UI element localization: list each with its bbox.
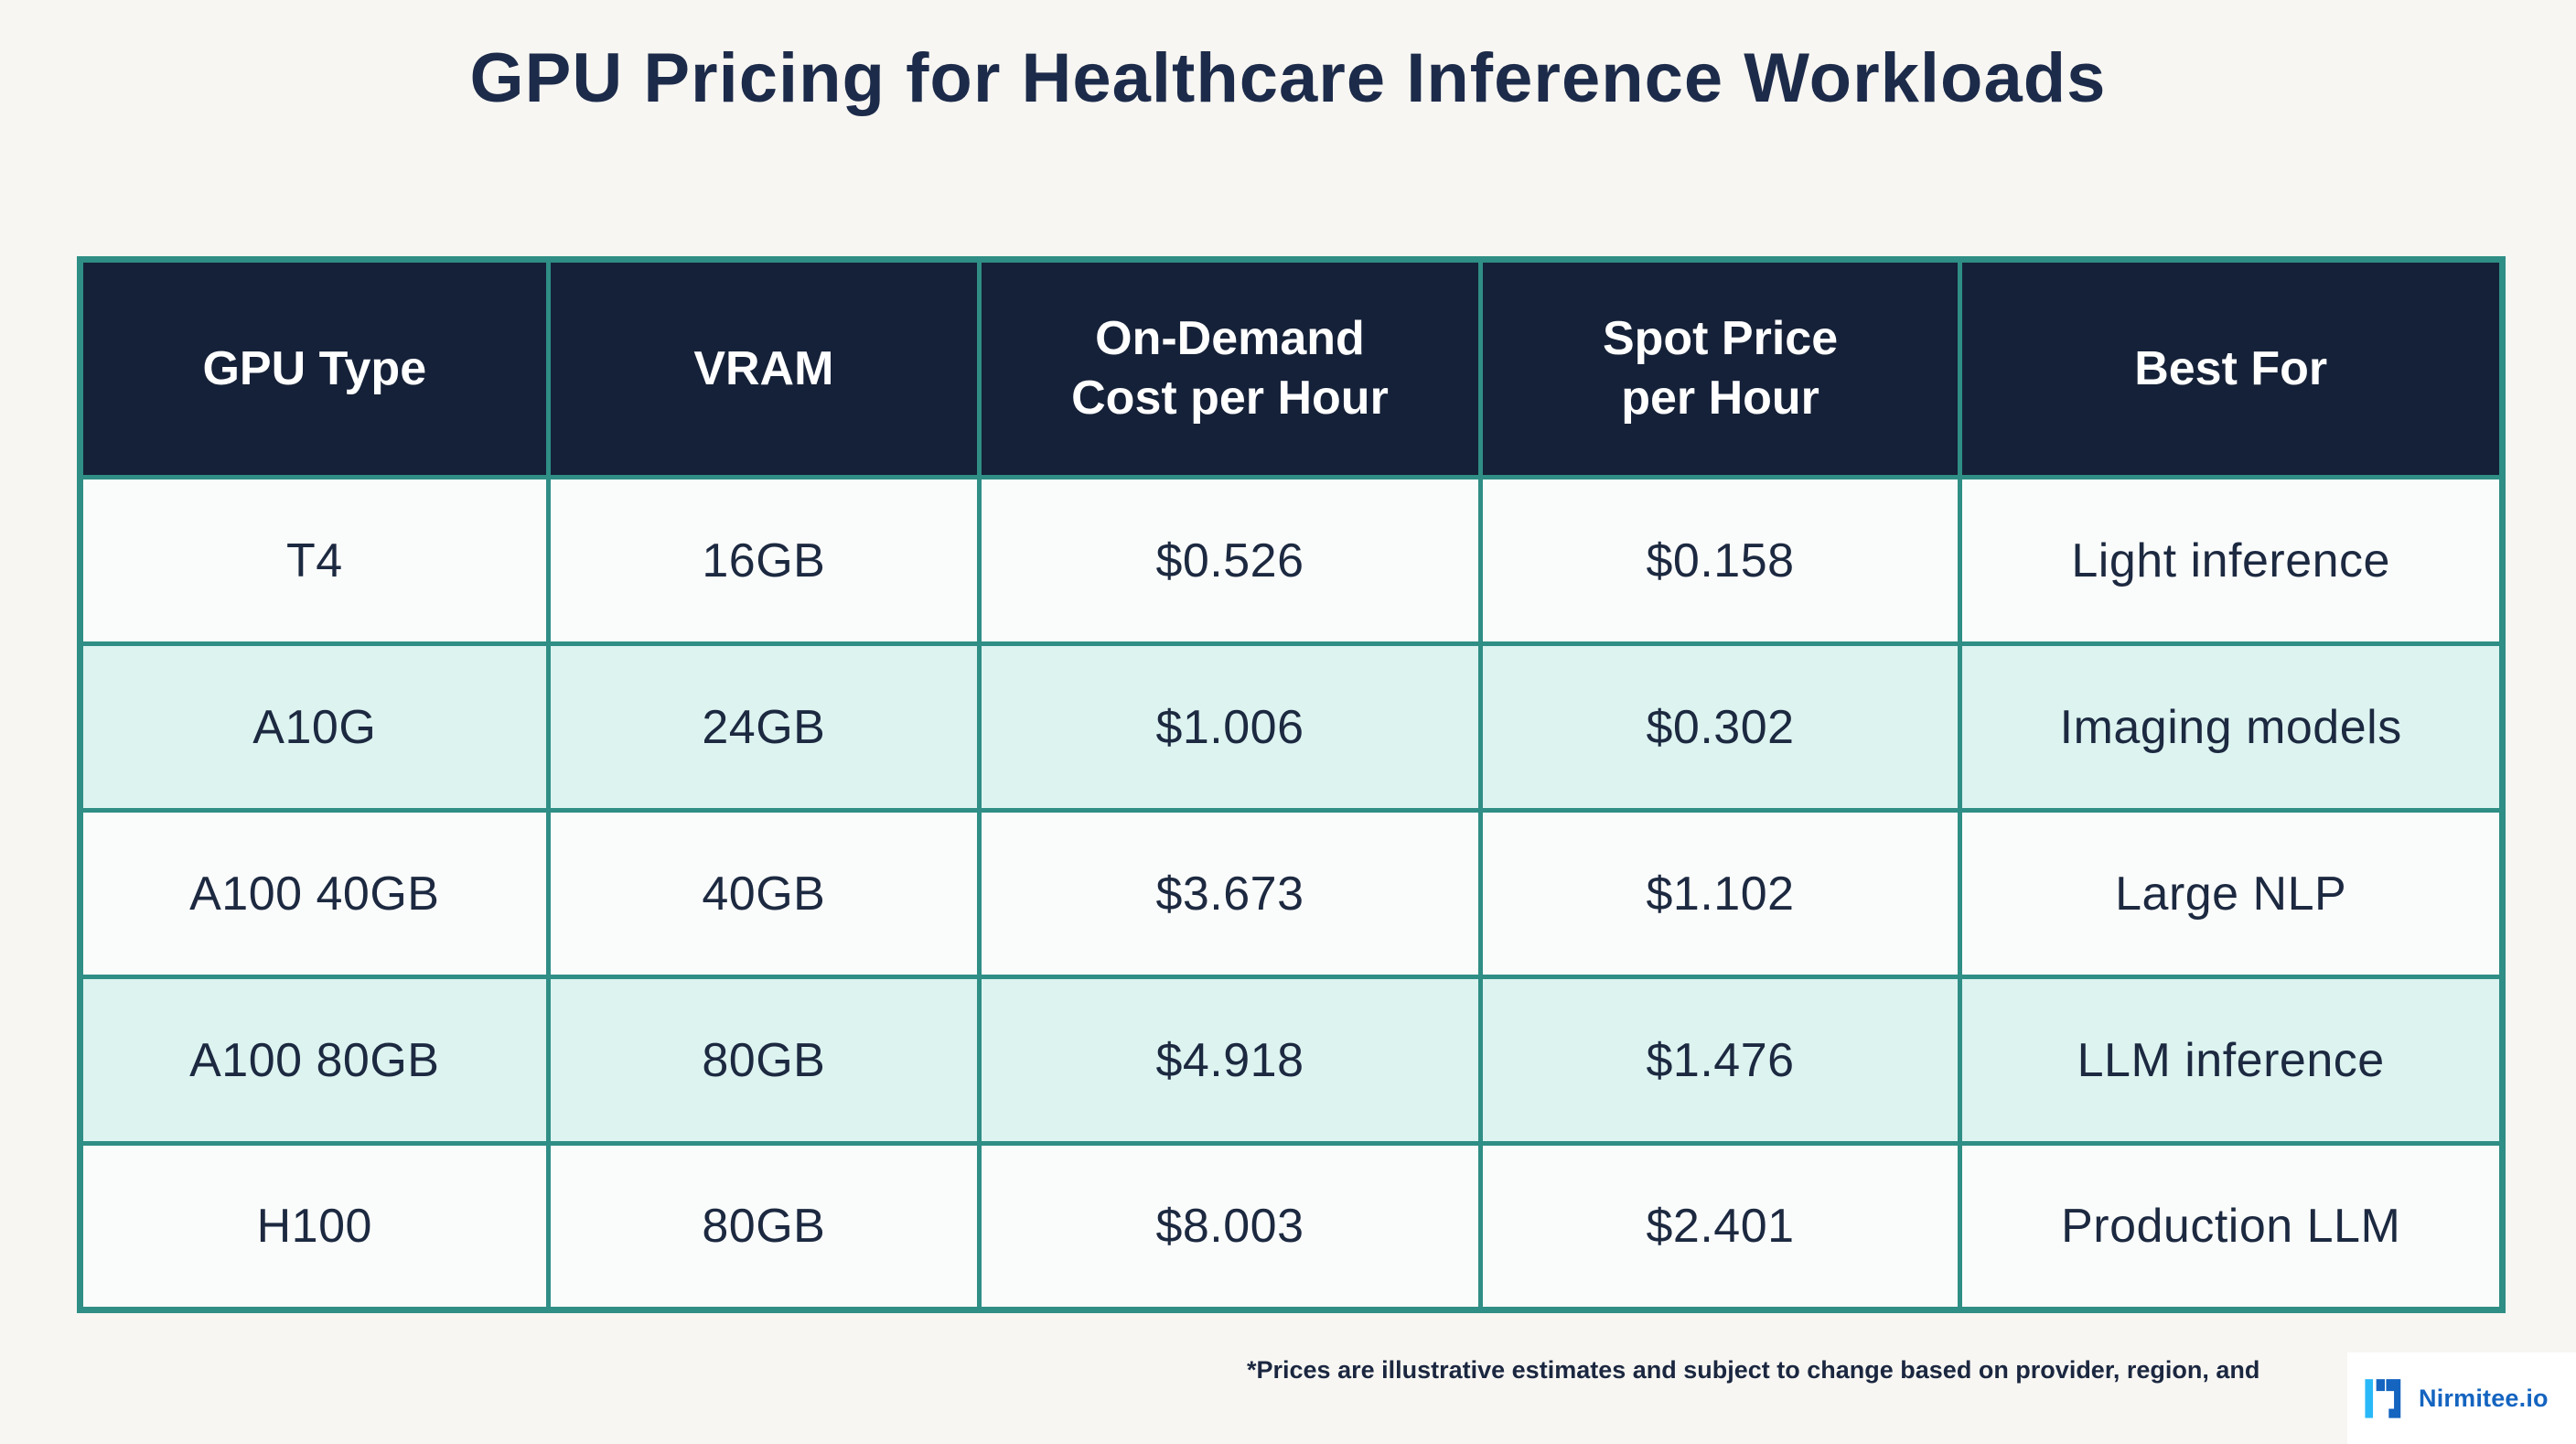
table-cell: Light inference [1958,475,2505,646]
table-row: A100 40GB 40GB $3.673 $1.102 Large NLP [78,808,2505,979]
footnote: *Prices are illustrative estimates and s… [1247,1356,2260,1384]
table-cell: $1.102 [1477,808,1963,979]
logo-text: Nirmitee.io [2419,1384,2549,1412]
table-cell: $0.158 [1477,475,1963,646]
table-cell: A100 80GB [78,975,551,1146]
table-row: A10G 24GB $1.006 $0.302 Imaging models [78,641,2505,813]
table-cell: $0.302 [1477,641,1963,813]
column-header: On-Demand Cost per Hour [977,257,1483,480]
table-cell: A100 40GB [78,808,551,979]
table-cell: Production LLM [1958,1141,2505,1312]
table-cell: $1.476 [1477,975,1963,1146]
column-header: GPU Type [78,257,551,480]
table-cell: A10G [78,641,551,813]
table-cell: $0.526 [977,475,1483,646]
table-cell: $8.003 [977,1141,1483,1312]
table-cell: 16GB [545,475,982,646]
table-cell: $2.401 [1477,1141,1963,1312]
table-cell: $4.918 [977,975,1483,1146]
table-header: GPU Type VRAM On-Demand Cost per Hour Spot … [78,257,2505,480]
table-body: T4 16GB $0.526 $0.158 Light inference A10G 24G… [78,475,2505,1312]
table-row: A100 80GB 80GB $4.918 $1.476 LLM inference [78,975,2505,1146]
table-cell: T4 [78,475,551,646]
column-header: Best For [1958,257,2505,480]
pricing-table-container: GPU Type VRAM On-Demand Cost per Hour Spot … [77,256,2506,1313]
pricing-table: GPU Type VRAM On-Demand Cost per Hour Spot … [77,256,2506,1313]
table-cell: $3.673 [977,808,1483,979]
table-row: T4 16GB $0.526 $0.158 Light inference [78,475,2505,646]
table-row: H100 80GB $8.003 $2.401 Production LLM [78,1141,2505,1312]
column-header: VRAM [545,257,982,480]
table-cell: 40GB [545,808,982,979]
page-title: GPU Pricing for Healthcare Inference Wor… [469,39,2107,117]
header-row: GPU Type VRAM On-Demand Cost per Hour Spot … [78,257,2505,480]
table-cell: 80GB [545,975,982,1146]
logo: Nirmitee.io [2347,1352,2576,1444]
table-cell: LLM inference [1958,975,2505,1146]
table-cell: H100 [78,1141,551,1312]
column-header: Spot Price per Hour [1477,257,1963,480]
table-cell: Imaging models [1958,641,2505,813]
table-cell: 80GB [545,1141,982,1312]
table-cell: 24GB [545,641,982,813]
table-cell: Large NLP [1958,808,2505,979]
nirmitee-logo-icon [2365,1379,2401,1418]
table-cell: $1.006 [977,641,1483,813]
